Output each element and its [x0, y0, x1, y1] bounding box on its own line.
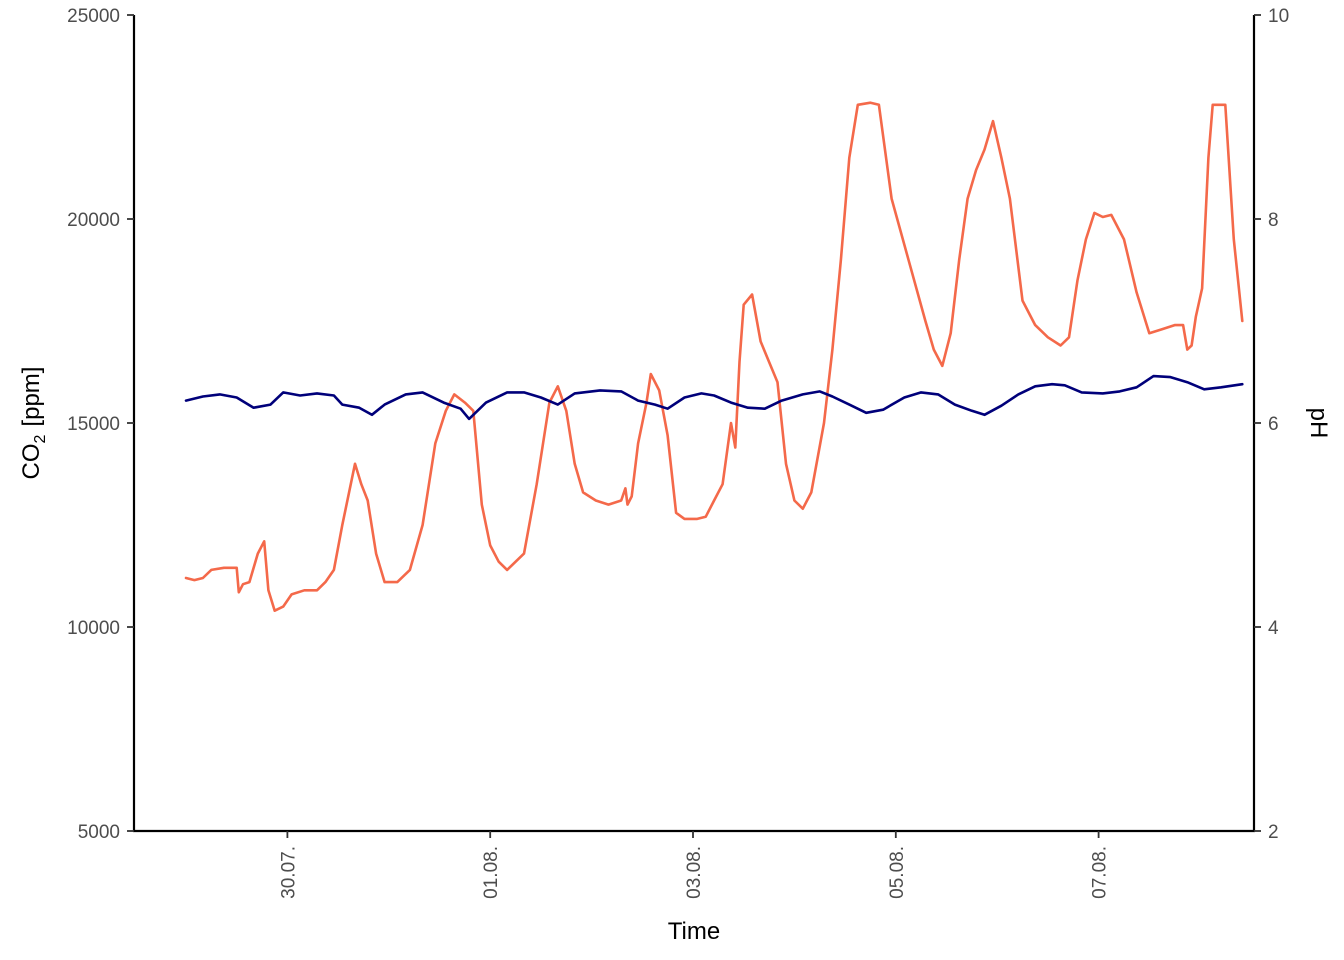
- x-ticks: 30.07. 01.08. 03.08. 05.08. 07.08.: [278, 831, 1111, 899]
- left-tick-label: 25000: [67, 6, 120, 27]
- left-y-axis-title-subscript: 2: [32, 434, 49, 443]
- left-tick-label: 20000: [67, 210, 120, 231]
- x-tick-label: 01.08.: [481, 846, 502, 899]
- right-tick-label: 4: [1268, 618, 1279, 639]
- x-tick-label: 05.08.: [887, 846, 908, 899]
- left-tick-label: 15000: [67, 414, 120, 435]
- x-tick-label: 03.08.: [684, 846, 705, 899]
- right-tick-label: 10: [1268, 6, 1289, 27]
- right-tick-label: 2: [1268, 822, 1279, 843]
- plot-area: [184, 101, 1244, 612]
- left-tick-label: 5000: [78, 822, 120, 843]
- left-y-axis-title: CO2 [ppm]: [18, 367, 49, 480]
- ph-series-line: [184, 374, 1244, 421]
- left-y-axis-title-unit: [ppm]: [18, 367, 45, 427]
- left-y-ticks: 5000 10000 15000 20000 25000: [67, 6, 134, 843]
- left-y-axis-title-main: CO: [18, 443, 45, 479]
- x-tick-label: 07.08.: [1090, 846, 1111, 899]
- co2-series-line: [184, 101, 1244, 612]
- x-axis-title: Time: [668, 918, 720, 945]
- left-tick-label: 10000: [67, 618, 120, 639]
- right-y-axis-title: pH: [1305, 408, 1332, 439]
- right-tick-label: 8: [1268, 210, 1279, 231]
- right-tick-label: 6: [1268, 414, 1279, 435]
- right-y-ticks: 2 4 6 8 10: [1254, 6, 1289, 843]
- x-tick-label: 30.07.: [278, 846, 299, 899]
